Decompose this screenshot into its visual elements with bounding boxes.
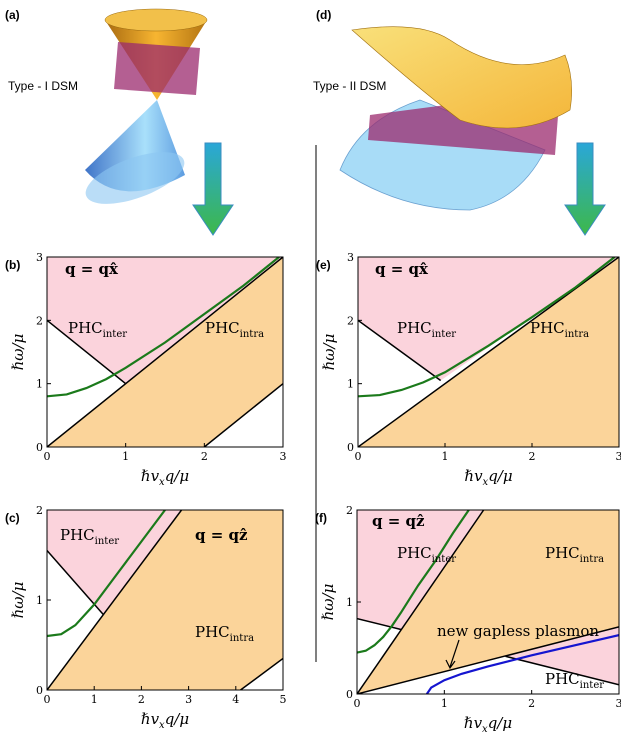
x-axis-label-part: ℏv <box>141 467 160 485</box>
annotation-sub: inter <box>432 329 457 340</box>
x-tick-label: 1 <box>442 450 449 463</box>
annotation: q = qx̂ <box>375 260 429 278</box>
x-tick-label: 5 <box>280 693 287 706</box>
y-tick-label: 2 <box>36 314 43 327</box>
annotation-sub: intra <box>580 554 604 565</box>
annotation-text: PHC <box>68 319 103 337</box>
x-tick-label: 1 <box>441 697 448 710</box>
y-axis-label: ℏω/μ <box>319 584 337 621</box>
tilted-cone-illustration <box>340 27 572 210</box>
annotation-text: PHC <box>397 319 432 337</box>
y-tick-label: 2 <box>36 504 43 517</box>
annotation-sub: intra <box>230 633 254 644</box>
x-tick-label: 1 <box>122 450 129 463</box>
cone-illustration <box>79 9 207 215</box>
y-tick-label: 2 <box>347 314 354 327</box>
plot-content <box>357 510 619 694</box>
y-axis-label: ℏω/μ <box>9 582 27 619</box>
annotation-text: new gapless plasmon <box>437 622 599 640</box>
y-tick-label: 1 <box>36 378 43 391</box>
y-tick-label: 1 <box>36 594 43 607</box>
chart-panel: 0123012(f)ℏvxq/μℏω/μq = qẑPHCinterPHCint… <box>315 504 621 735</box>
x-tick-label: 0 <box>355 450 362 463</box>
annotation-sub: inter <box>580 680 605 691</box>
panel-label: (c) <box>5 511 20 525</box>
annotation-sub: inter <box>103 329 128 340</box>
annotation-text: q = qẑ <box>195 526 248 544</box>
y-tick-label: 1 <box>347 378 354 391</box>
panel-label: (a) <box>5 8 20 22</box>
x-tick-label: 1 <box>91 693 98 706</box>
x-tick-label: 0 <box>44 693 51 706</box>
x-tick-label: 3 <box>616 450 621 463</box>
annotation-sub: inter <box>95 536 120 547</box>
y-tick-label: 3 <box>347 251 354 264</box>
chart-panel: 01230123(e)ℏvxq/μℏω/μq = qx̂PHCinterPHCi… <box>316 251 621 488</box>
y-axis-label: ℏω/μ <box>9 334 27 371</box>
annotation-text: PHC <box>60 526 95 544</box>
x-axis-label-part: q/μ <box>488 467 512 485</box>
y-tick-label: 2 <box>346 504 353 517</box>
annotation-sub: intra <box>565 329 589 340</box>
y-tick-label: 3 <box>36 251 43 264</box>
arrow <box>193 143 233 235</box>
x-axis-label-part: q/μ <box>165 467 189 485</box>
annotation: new gapless plasmon <box>437 622 599 640</box>
annotation-text: PHC <box>195 623 230 641</box>
x-axis-label: ℏvxq/μ <box>141 710 189 731</box>
x-tick-label: 4 <box>232 693 239 706</box>
annotation: q = qx̂ <box>65 260 119 278</box>
x-axis-label-part: ℏv <box>464 714 483 732</box>
panel-label: (f) <box>315 511 327 525</box>
annotation-text: q = qx̂ <box>375 260 429 278</box>
annotation-text: PHC <box>530 319 565 337</box>
annotation-sub: inter <box>432 554 457 565</box>
illustration-caption: Type - I DSM <box>8 79 78 93</box>
x-tick-label: 3 <box>185 693 192 706</box>
y-tick-label: 0 <box>346 688 353 701</box>
x-tick-label: 2 <box>528 697 535 710</box>
annotation: q = qẑ <box>195 526 248 544</box>
annotation-text: PHC <box>397 544 432 562</box>
x-tick-label: 2 <box>201 450 208 463</box>
illustration-caption: Type - II DSM <box>313 79 386 93</box>
panel-label: (d) <box>316 8 331 22</box>
arrow <box>565 143 605 235</box>
x-tick-label: 2 <box>529 450 536 463</box>
y-tick-label: 0 <box>347 441 354 454</box>
x-tick-label: 0 <box>44 450 51 463</box>
y-tick-label: 0 <box>36 441 43 454</box>
annotation-text: PHC <box>205 319 240 337</box>
annotation-text: PHC <box>545 670 580 688</box>
x-axis-label: ℏvxq/μ <box>464 714 512 735</box>
panel-label: (e) <box>316 258 331 272</box>
x-axis-label: ℏvxq/μ <box>464 467 512 488</box>
figure: Type - I DSM (a) Type - II DSM (d) 0 1 2 3 0… <box>0 0 621 746</box>
x-axis-label-part: ℏv <box>464 467 483 485</box>
annotation-sub: intra <box>240 329 264 340</box>
x-tick-label: 2 <box>138 693 145 706</box>
x-axis-label-part: q/μ <box>488 714 512 732</box>
panel-label: (b) <box>5 258 20 272</box>
x-tick-label: 3 <box>280 450 287 463</box>
annotation-text: q = qx̂ <box>65 260 119 278</box>
x-axis-label: ℏvxq/μ <box>141 467 189 488</box>
x-axis-label-part: q/μ <box>165 710 189 728</box>
annotation: q = qẑ <box>372 512 425 530</box>
y-tick-label: 1 <box>346 596 353 609</box>
annotation-text: PHC <box>545 544 580 562</box>
y-tick-label: 0 <box>36 684 43 697</box>
x-axis-label-part: ℏv <box>141 710 160 728</box>
x-tick-label: 3 <box>616 697 621 710</box>
x-tick-label: 0 <box>354 697 361 710</box>
annotation-text: q = qẑ <box>372 512 425 530</box>
y-axis-label: ℏω/μ <box>320 334 338 371</box>
